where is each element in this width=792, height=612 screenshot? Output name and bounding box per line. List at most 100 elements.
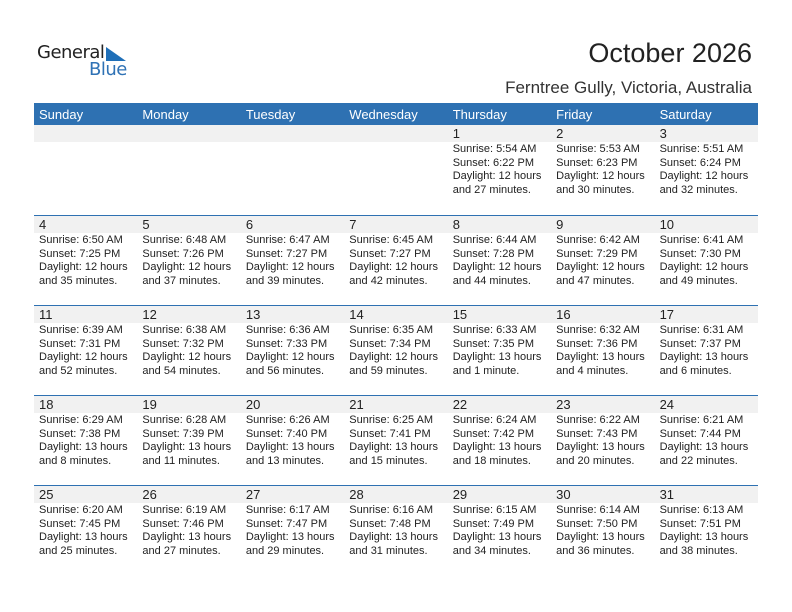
daylight2-text: and 20 minutes.	[556, 454, 635, 467]
daylight2-text: and 59 minutes.	[349, 364, 428, 377]
day-cell: 14 Sunrise: 6:35 AM Sunset: 7:34 PM Dayligh…	[344, 306, 448, 395]
day-number: 1	[447, 125, 552, 142]
day-cell: 31 Sunrise: 6:13 AM Sunset: 7:51 PM Dayligh…	[654, 486, 758, 575]
day-number: 13	[240, 306, 345, 323]
day-cell: 1 Sunrise: 5:54 AM Sunset: 6:22 PM Daylight…	[447, 125, 552, 215]
daylight1-text: Daylight: 12 hours	[39, 351, 128, 363]
day-info: Sunrise: 6:15 AM Sunset: 7:49 PM Daylight:…	[448, 503, 551, 558]
day-cell: 5 Sunrise: 6:48 AM Sunset: 7:26 PM Daylight…	[137, 216, 241, 305]
day-cell: 29 Sunrise: 6:15 AM Sunset: 7:49 PM Dayligh…	[447, 486, 552, 575]
daylight1-text: Daylight: 12 hours	[245, 351, 335, 363]
logo-text-general: General	[37, 42, 105, 63]
day-info: Sunrise: 6:42 AM Sunset: 7:29 PM Daylight:…	[551, 233, 654, 288]
day-info: Sunrise: 6:29 AM Sunset: 7:38 PM Daylight:…	[34, 413, 137, 468]
sunrise-text: Sunrise: 6:48 AM	[142, 234, 227, 246]
sunrise-text: Sunrise: 6:14 AM	[556, 504, 640, 516]
daylight1-text: Daylight: 13 hours	[452, 351, 542, 363]
daylight2-text: and 56 minutes.	[245, 364, 325, 377]
daylight1-text: Daylight: 13 hours	[556, 441, 645, 453]
daylight1-text: Daylight: 12 hours	[452, 170, 542, 182]
daylight1-text: Daylight: 13 hours	[556, 351, 645, 363]
day-number: 5	[137, 216, 241, 233]
logo: General Blue	[37, 42, 137, 82]
day-number: 26	[137, 486, 241, 503]
day-cell: 25 Sunrise: 6:20 AM Sunset: 7:45 PM Dayligh…	[34, 486, 138, 575]
week-row: 25 Sunrise: 6:20 AM Sunset: 7:45 PM Dayligh…	[34, 485, 758, 575]
sunrise-text: Sunrise: 6:25 AM	[349, 414, 434, 426]
daylight2-text: and 13 minutes.	[245, 454, 325, 467]
sunset-text: Sunset: 7:46 PM	[142, 517, 224, 530]
week-row: 1 Sunrise: 5:54 AM Sunset: 6:22 PM Daylight…	[34, 125, 758, 215]
day-info: Sunrise: 6:24 AM Sunset: 7:42 PM Daylight:…	[448, 413, 551, 468]
day-cell: 20 Sunrise: 6:26 AM Sunset: 7:40 PM Dayligh…	[240, 396, 345, 485]
daylight1-text: Daylight: 13 hours	[556, 531, 645, 543]
day-number: 17	[654, 306, 758, 323]
daylight1-text: Daylight: 13 hours	[659, 441, 749, 453]
day-number: 18	[34, 396, 138, 413]
sunrise-text: Sunrise: 5:54 AM	[452, 143, 537, 155]
sunset-text: Sunset: 7:29 PM	[556, 247, 638, 260]
day-info: Sunrise: 6:39 AM Sunset: 7:31 PM Daylight:…	[34, 323, 137, 378]
sunset-text: Sunset: 7:50 PM	[556, 517, 638, 530]
sunset-text: Sunset: 7:44 PM	[659, 427, 741, 440]
day-number: 29	[447, 486, 552, 503]
sunset-text: Sunset: 7:51 PM	[659, 517, 741, 530]
daylight2-text: and 11 minutes.	[142, 454, 220, 467]
daylight1-text: Daylight: 13 hours	[142, 441, 232, 453]
day-info: Sunrise: 6:50 AM Sunset: 7:25 PM Daylight:…	[34, 233, 137, 288]
daylight1-text: Daylight: 13 hours	[245, 441, 335, 453]
weekday-saturday: Saturday	[659, 107, 712, 122]
page-title: October 2026	[588, 38, 752, 68]
sunrise-text: Sunrise: 6:31 AM	[659, 324, 744, 336]
daylight1-text: Daylight: 12 hours	[349, 261, 438, 273]
day-number: 27	[240, 486, 345, 503]
day-number: 6	[240, 216, 345, 233]
sunset-text: Sunset: 7:49 PM	[452, 517, 535, 530]
day-cell: 19 Sunrise: 6:28 AM Sunset: 7:39 PM Dayligh…	[137, 396, 241, 485]
daylight2-text: and 44 minutes.	[452, 274, 531, 287]
day-number: 28	[344, 486, 448, 503]
sunrise-text: Sunrise: 6:33 AM	[452, 324, 537, 336]
weekday-header: Sunday Monday Tuesday Wednesday Thursday Frid…	[34, 103, 758, 125]
weekday-thursday: Thursday	[452, 107, 507, 122]
day-info: Sunrise: 6:20 AM Sunset: 7:45 PM Daylight:…	[34, 503, 137, 558]
day-cell: 13 Sunrise: 6:36 AM Sunset: 7:33 PM Dayligh…	[240, 306, 345, 395]
sunset-text: Sunset: 7:45 PM	[39, 517, 121, 530]
day-number: 12	[137, 306, 241, 323]
week-row: 11 Sunrise: 6:39 AM Sunset: 7:31 PM Dayligh…	[34, 305, 758, 395]
weekday-wednesday: Wednesday	[349, 107, 418, 122]
day-cell: 17 Sunrise: 6:31 AM Sunset: 7:37 PM Dayligh…	[654, 306, 758, 395]
day-number	[344, 125, 448, 142]
daylight2-text: and 8 minutes.	[39, 454, 112, 467]
daylight1-text: Daylight: 12 hours	[659, 261, 749, 273]
daylight2-text: and 22 minutes.	[659, 454, 738, 467]
sunrise-text: Sunrise: 6:38 AM	[142, 324, 227, 336]
sunrise-text: Sunrise: 6:32 AM	[556, 324, 640, 336]
day-number: 25	[34, 486, 138, 503]
day-number: 31	[654, 486, 758, 503]
day-cell: 6 Sunrise: 6:47 AM Sunset: 7:27 PM Daylight…	[240, 216, 345, 305]
day-number: 22	[447, 396, 552, 413]
weekday-monday: Monday	[142, 107, 189, 122]
day-info: Sunrise: 6:38 AM Sunset: 7:32 PM Daylight:…	[137, 323, 240, 378]
week-row: 4 Sunrise: 6:50 AM Sunset: 7:25 PM Daylight…	[34, 215, 758, 305]
sunset-text: Sunset: 7:28 PM	[452, 247, 535, 260]
sunrise-text: Sunrise: 6:36 AM	[245, 324, 330, 336]
sunset-text: Sunset: 7:31 PM	[39, 337, 121, 350]
day-info: Sunrise: 6:28 AM Sunset: 7:39 PM Daylight:…	[137, 413, 240, 468]
day-number: 8	[447, 216, 552, 233]
daylight1-text: Daylight: 13 hours	[349, 531, 438, 543]
sunrise-text: Sunrise: 6:42 AM	[556, 234, 640, 246]
daylight2-text: and 54 minutes.	[142, 364, 221, 377]
day-cell: 9 Sunrise: 6:42 AM Sunset: 7:29 PM Daylight…	[551, 216, 655, 305]
day-number: 11	[34, 306, 138, 323]
sunrise-text: Sunrise: 6:50 AM	[39, 234, 123, 246]
day-cell: 7 Sunrise: 6:45 AM Sunset: 7:27 PM Daylight…	[344, 216, 448, 305]
day-cell: 11 Sunrise: 6:39 AM Sunset: 7:31 PM Dayligh…	[34, 306, 138, 395]
day-number: 4	[34, 216, 138, 233]
empty-cell	[240, 125, 345, 215]
day-info: Sunrise: 6:17 AM Sunset: 7:47 PM Daylight:…	[241, 503, 344, 558]
day-number: 15	[447, 306, 552, 323]
sunset-text: Sunset: 7:39 PM	[142, 427, 224, 440]
day-number: 23	[551, 396, 655, 413]
